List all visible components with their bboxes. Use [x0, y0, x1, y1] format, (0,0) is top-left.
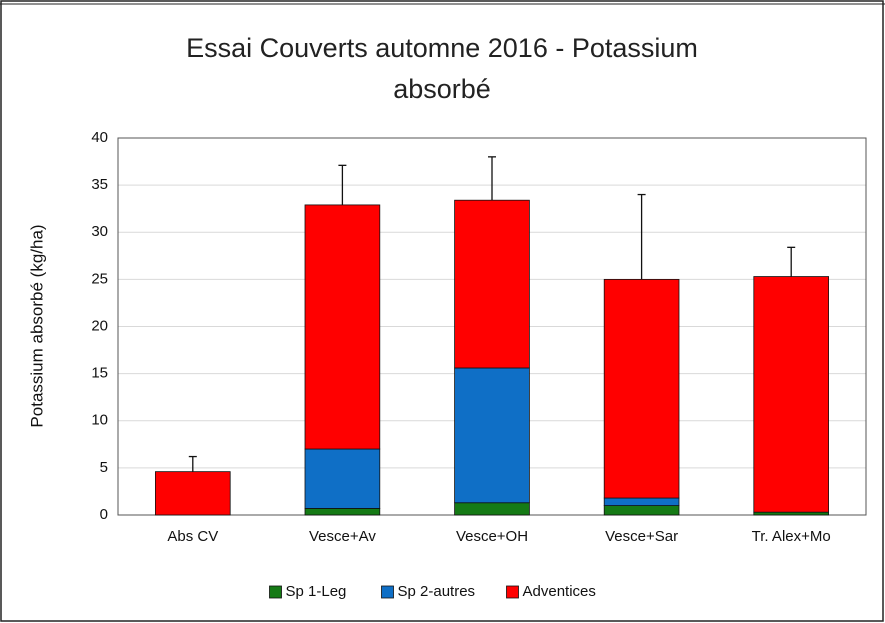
y-tick-label: 40 [91, 129, 108, 146]
y-tick-label: 20 [91, 317, 108, 334]
legend-label: Adventices [523, 583, 596, 600]
legend-label: Sp 1-Leg [286, 583, 347, 600]
x-tick-label: Vesce+Sar [605, 528, 678, 545]
y-tick-label: 15 [91, 365, 108, 382]
x-tick-label: Tr. Alex+Mo [752, 528, 831, 545]
bar-segment [454, 199, 530, 369]
x-tick-label: Vesce+OH [456, 528, 528, 545]
y-tick-label: 10 [91, 412, 108, 429]
bar-segment [603, 278, 680, 499]
bar-segment [753, 511, 829, 516]
legend-swatch [269, 585, 282, 599]
y-tick-label: 30 [91, 223, 108, 240]
bar-segment [454, 502, 530, 516]
y-axis-label: Potassium absorbé (kg/ha) [27, 224, 46, 427]
bar-segment [154, 471, 231, 516]
legend-swatch [381, 585, 394, 599]
x-tick-label: Abs CV [167, 528, 218, 545]
bar-segment [753, 276, 829, 513]
y-tick-label: 35 [91, 176, 108, 193]
bar-segment [304, 448, 381, 509]
x-tick-label: Vesce+Av [309, 528, 376, 545]
bar-segment [304, 204, 381, 450]
y-tick-label: 0 [100, 506, 108, 523]
bar-segment [603, 505, 680, 516]
legend-swatch [506, 585, 519, 599]
bar-segment [603, 497, 680, 506]
y-tick-label: 25 [91, 270, 108, 287]
legend-label: Sp 2-autres [398, 583, 476, 600]
bar-segment [304, 508, 381, 516]
bar-segment [454, 367, 530, 504]
y-tick-label: 5 [100, 459, 108, 476]
chart-title: Essai Couverts automne 2016 - Potassium … [186, 33, 698, 104]
